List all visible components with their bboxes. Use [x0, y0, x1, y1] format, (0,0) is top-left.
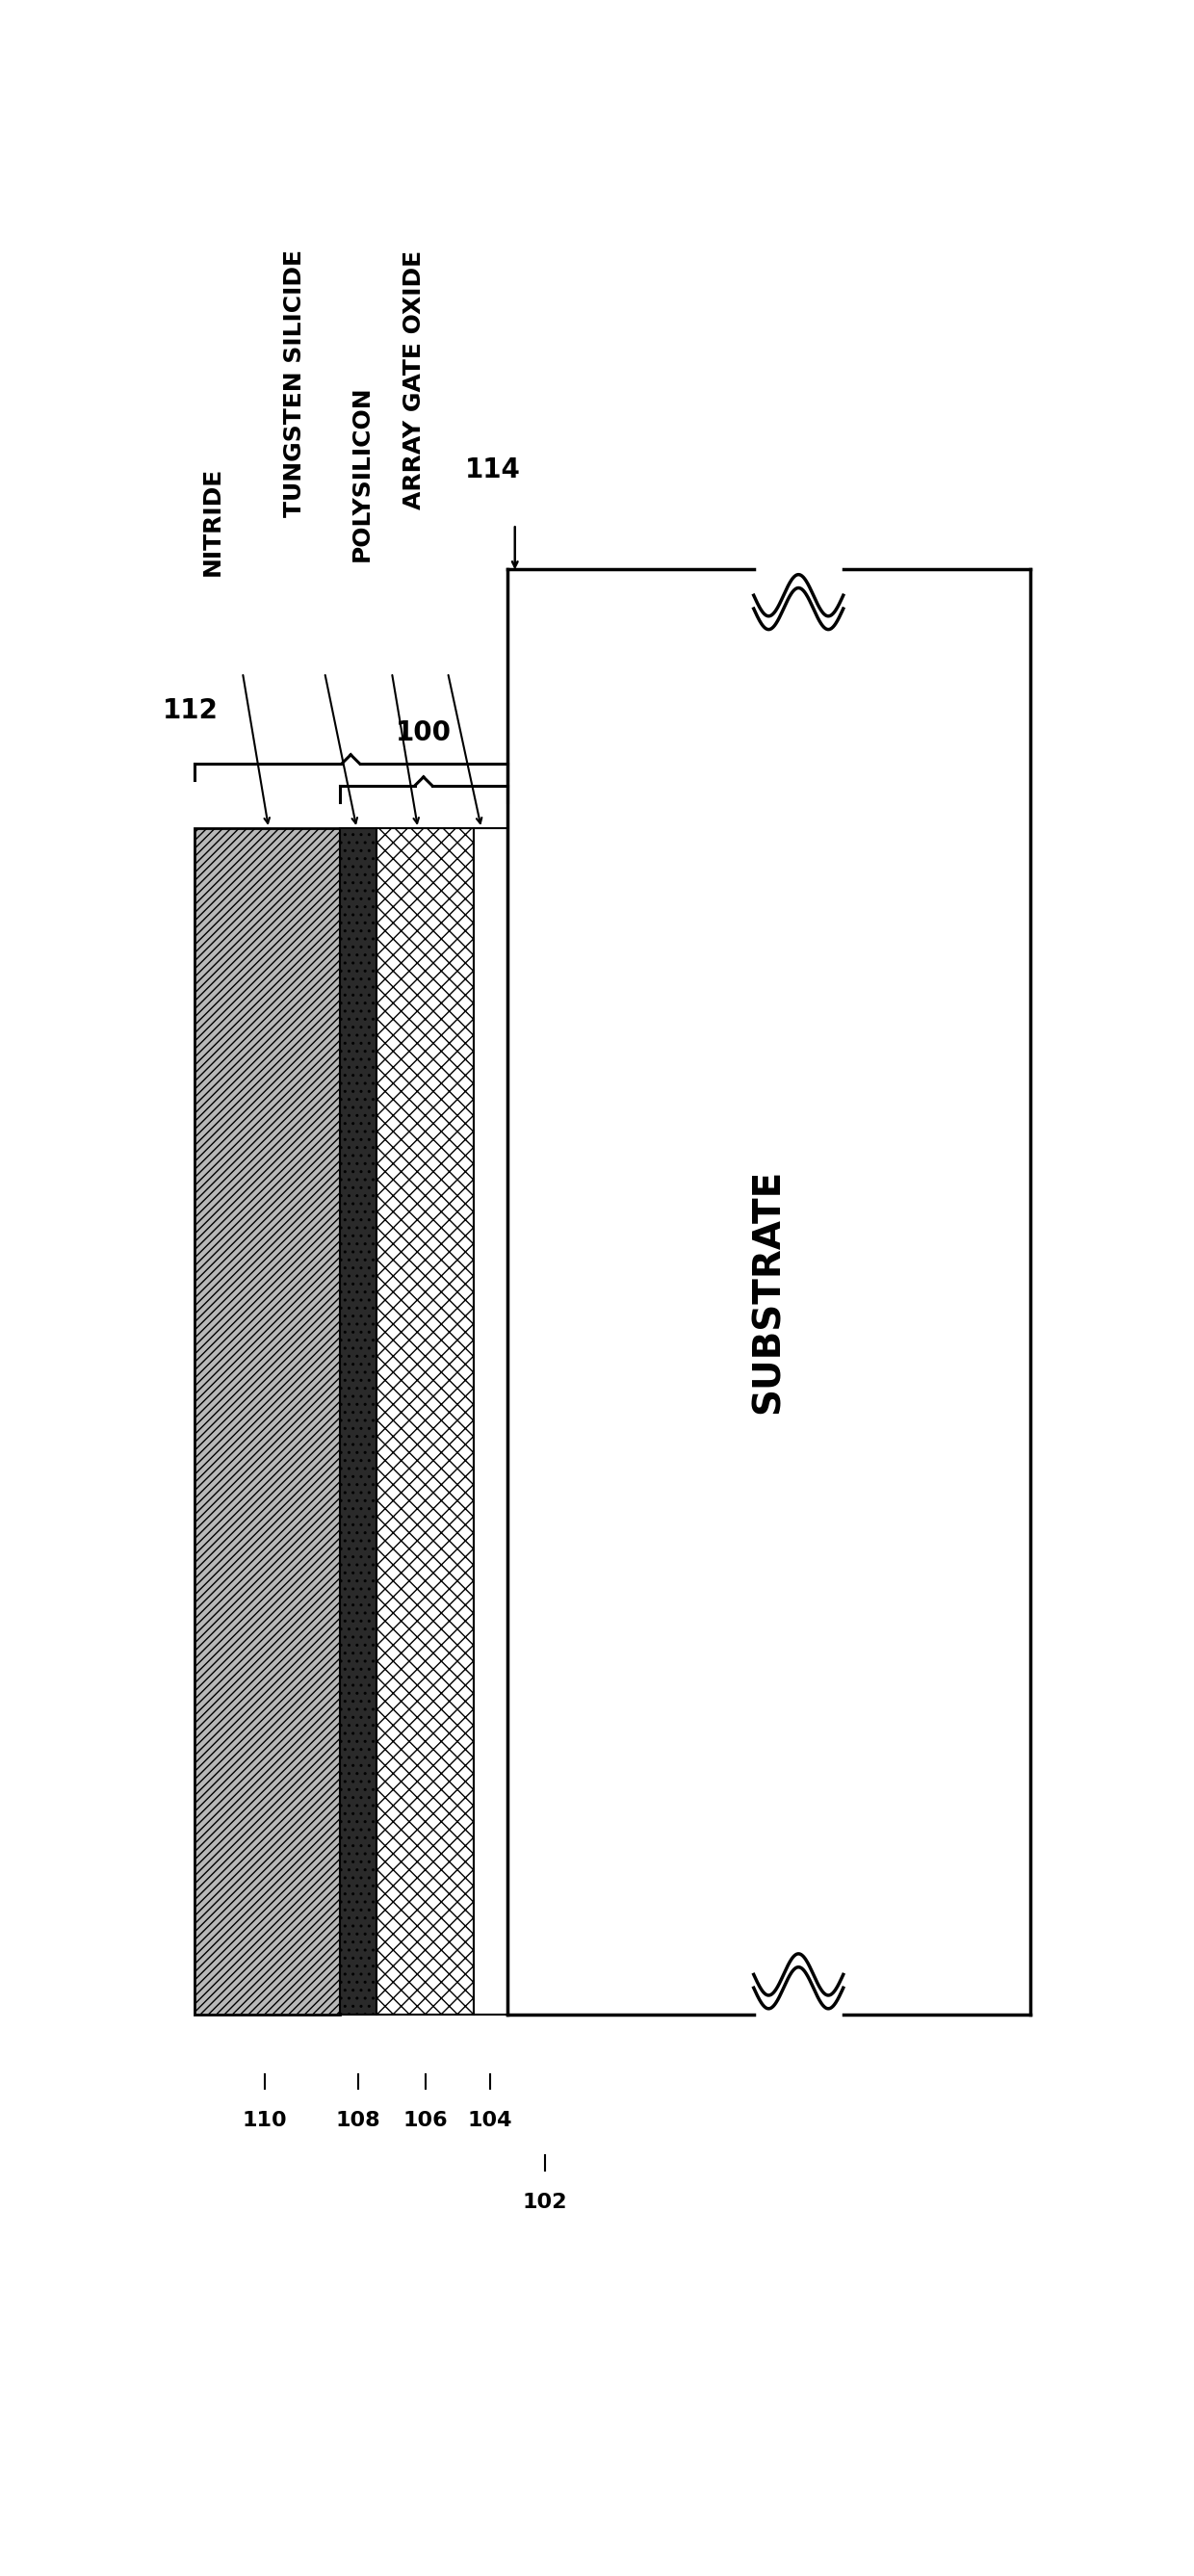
Text: 102: 102	[523, 2192, 567, 2213]
Text: 106: 106	[402, 2110, 448, 2130]
Bar	[193, 827, 339, 2014]
Bar	[474, 827, 507, 2014]
Text: 112: 112	[162, 698, 219, 724]
Text: POLYSILICON: POLYSILICON	[350, 386, 374, 562]
Bar	[507, 569, 1029, 2014]
Text: SUBSTRATE: SUBSTRATE	[750, 1170, 787, 1414]
Text: ARRAY GATE OXIDE: ARRAY GATE OXIDE	[402, 250, 426, 510]
Text: NITRIDE: NITRIDE	[201, 466, 224, 577]
Text: TUNGSTEN SILICIDE: TUNGSTEN SILICIDE	[283, 250, 307, 518]
Bar	[339, 827, 377, 2014]
Text: 114: 114	[464, 456, 521, 484]
Text: 108: 108	[336, 2110, 381, 2130]
Bar	[377, 827, 474, 2014]
Text: 110: 110	[242, 2110, 288, 2130]
Text: 100: 100	[395, 719, 451, 747]
Text: 104: 104	[468, 2110, 512, 2130]
